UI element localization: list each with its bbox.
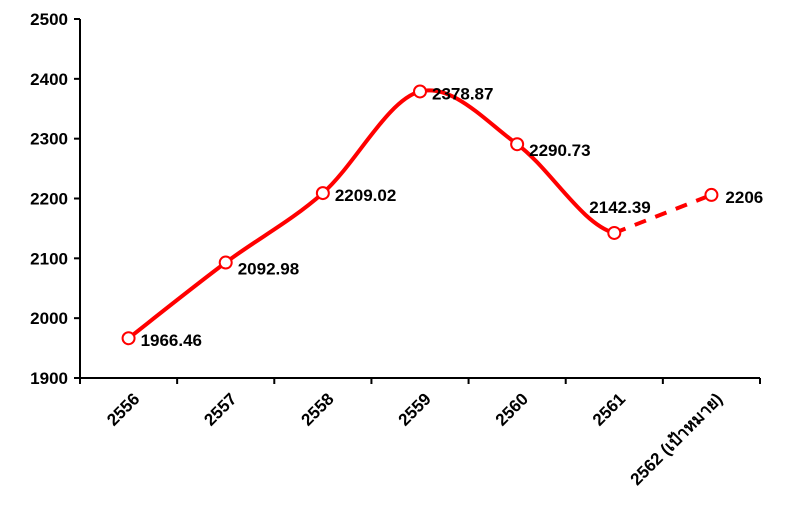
data-point xyxy=(121,331,136,346)
x-tick-label: 2562 (เป้าหมาย) xyxy=(627,389,727,489)
x-tick-label: 2556 xyxy=(103,389,143,429)
data-labels: 1966.46 2092.98 2209.02 2378.87 2290.73 2142.… xyxy=(141,84,764,350)
y-tick-label: 2100 xyxy=(30,249,68,268)
data-label: 2378.87 xyxy=(432,84,493,103)
series-line-target-dashed xyxy=(613,193,713,235)
data-point xyxy=(607,225,622,240)
x-tick-label: 2561 xyxy=(589,389,629,429)
data-point xyxy=(413,84,427,99)
data-point xyxy=(704,187,719,202)
x-tick-label: 2560 xyxy=(492,389,532,429)
data-label: 2206 xyxy=(725,188,763,207)
y-tick-label: 2200 xyxy=(30,190,68,209)
y-tick-label: 2500 xyxy=(30,10,68,29)
x-tick-label: 2558 xyxy=(298,389,338,429)
y-tick-label: 1900 xyxy=(30,369,68,388)
data-point xyxy=(218,255,233,270)
y-tick-label: 2400 xyxy=(30,70,68,89)
data-label: 2092.98 xyxy=(238,260,299,279)
series xyxy=(121,84,719,346)
data-point xyxy=(510,137,525,152)
data-label: 1966.46 xyxy=(141,331,202,350)
x-tick-label: 2557 xyxy=(200,389,240,429)
y-tick-label: 2300 xyxy=(30,130,68,149)
data-point xyxy=(315,186,330,201)
data-label: 2290.73 xyxy=(529,141,590,160)
x-tick-label: 2559 xyxy=(395,389,435,429)
data-label: 2209.02 xyxy=(335,186,396,205)
axes: 1900 2000 2100 2200 2300 2400 2500 2556 2557 2558… xyxy=(30,10,761,489)
y-tick-label: 2000 xyxy=(30,309,68,328)
series-line xyxy=(126,88,617,341)
data-label: 2142.39 xyxy=(589,198,650,217)
